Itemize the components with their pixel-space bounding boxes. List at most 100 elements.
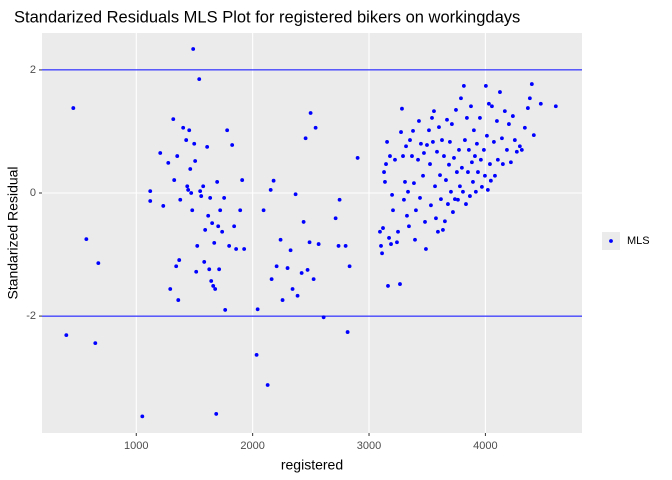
point	[158, 151, 163, 155]
point	[468, 194, 472, 198]
point	[390, 192, 394, 197]
point	[469, 104, 473, 109]
point	[227, 244, 232, 248]
point	[191, 47, 196, 51]
point	[464, 202, 468, 206]
point	[466, 170, 470, 174]
point	[190, 208, 195, 213]
point	[458, 184, 462, 189]
point	[461, 84, 466, 88]
point	[433, 184, 437, 189]
point	[380, 251, 384, 256]
point	[184, 138, 189, 142]
point	[385, 140, 389, 144]
point	[519, 148, 524, 152]
y-axis-title: Standarized Residual	[5, 166, 21, 299]
point	[255, 307, 260, 312]
point	[71, 106, 76, 110]
x-axis-title: registered	[281, 457, 343, 473]
point	[93, 341, 98, 346]
point	[427, 128, 431, 133]
point	[507, 122, 511, 126]
point	[476, 170, 480, 174]
point	[316, 242, 321, 246]
point	[148, 199, 153, 203]
point	[441, 228, 445, 232]
point	[343, 244, 348, 248]
chart-title: Standarized Residuals MLS Plot for regis…	[14, 8, 520, 26]
legend-label: MLS	[627, 235, 650, 247]
point	[418, 196, 422, 200]
point	[336, 244, 341, 248]
point	[452, 156, 456, 160]
point	[454, 170, 459, 174]
point	[406, 189, 410, 194]
point	[412, 181, 416, 186]
point	[478, 157, 483, 162]
point	[234, 247, 239, 251]
point	[261, 208, 266, 213]
point	[471, 128, 476, 133]
point	[461, 189, 465, 194]
point	[500, 136, 504, 141]
point	[480, 184, 484, 189]
point	[210, 221, 215, 226]
point	[278, 237, 283, 242]
point	[391, 208, 395, 213]
point	[240, 178, 245, 182]
point	[483, 84, 488, 88]
point	[483, 173, 487, 178]
point	[465, 116, 469, 120]
point	[447, 162, 451, 167]
point	[393, 157, 397, 162]
point	[495, 157, 500, 162]
point	[401, 154, 405, 158]
point	[439, 197, 443, 202]
point	[495, 119, 499, 123]
point	[453, 197, 457, 202]
point	[449, 122, 454, 126]
point	[417, 119, 421, 123]
point	[188, 167, 193, 171]
point	[398, 282, 402, 286]
point	[148, 189, 153, 194]
point	[493, 173, 497, 178]
legend-marker	[609, 239, 613, 243]
point	[502, 109, 507, 114]
point	[355, 156, 360, 160]
point	[242, 247, 247, 251]
point	[486, 101, 491, 106]
point	[454, 108, 458, 112]
point	[434, 216, 438, 221]
point	[527, 96, 532, 101]
point	[456, 197, 460, 202]
plot-panel	[42, 33, 582, 433]
point	[383, 180, 387, 184]
point	[553, 104, 558, 109]
point	[203, 228, 208, 232]
point	[384, 162, 388, 166]
y-tick-label: 0	[30, 187, 36, 199]
point	[413, 237, 417, 242]
point	[166, 160, 171, 165]
point	[206, 213, 211, 218]
point	[205, 144, 210, 149]
point	[514, 149, 519, 154]
point	[386, 284, 390, 288]
point	[505, 148, 509, 152]
point	[268, 188, 273, 192]
point	[449, 189, 453, 194]
point	[301, 220, 306, 224]
point	[473, 189, 478, 194]
x-tick-label: 3000	[357, 440, 381, 452]
point	[445, 117, 449, 122]
point	[444, 178, 448, 182]
point	[508, 160, 513, 165]
point	[429, 203, 433, 208]
point	[442, 154, 446, 158]
point	[280, 298, 285, 302]
point	[510, 114, 515, 118]
point	[485, 188, 490, 192]
point	[265, 383, 270, 387]
